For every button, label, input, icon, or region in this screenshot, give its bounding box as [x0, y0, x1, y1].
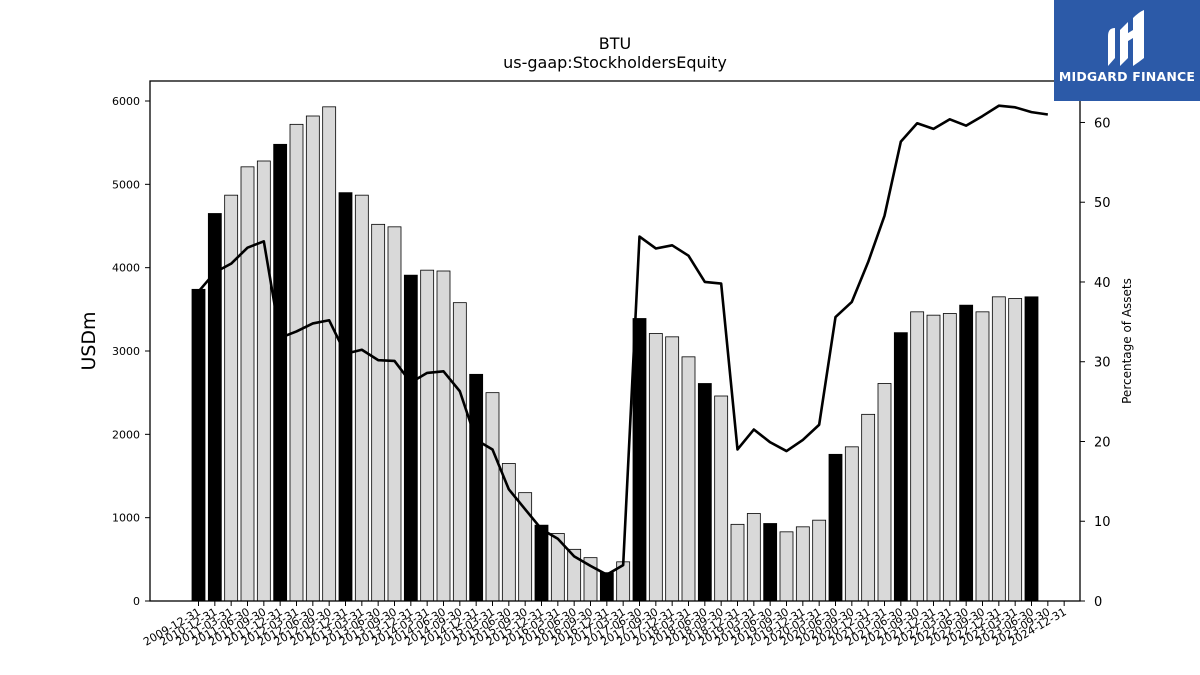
- bar-2017-06-30: [681, 356, 696, 602]
- bar-2018-09-30: [763, 523, 778, 602]
- bar-2022-06-30: [1008, 298, 1023, 602]
- y2-tick-label: 50: [1094, 196, 1111, 211]
- logo-text: MIDGARD FINANCE: [1058, 69, 1196, 84]
- bar-2020-06-30: [877, 383, 892, 602]
- bar-2021-12-31: [975, 311, 990, 602]
- bar-2014-06-30: [485, 392, 500, 602]
- y-tick-label: 4000: [112, 262, 140, 275]
- bar-2011-06-30: [289, 123, 304, 602]
- y2-tick-label: 10: [1094, 515, 1111, 530]
- midgard-finance-logo: MIDGARD FINANCE: [1054, 0, 1200, 101]
- bar-2014-03-31: [469, 373, 484, 602]
- bar-2014-09-30: [501, 463, 516, 602]
- percentage-of-assets-line: [197, 104, 1049, 576]
- y-tick-label: 5000: [112, 178, 140, 191]
- bar-2021-03-31: [926, 314, 941, 602]
- chart-subtitle: us-gaap:StockholdersEquity: [503, 53, 727, 72]
- bar-2010-09-30: [240, 166, 255, 602]
- bar-2013-12-31: [452, 302, 467, 602]
- bar-2019-03-31: [795, 526, 810, 602]
- bar-2017-09-30: [697, 383, 712, 602]
- plot-frame: [149, 80, 1081, 602]
- bar-2021-09-30: [959, 304, 974, 602]
- bar-2009-12-31: [191, 288, 206, 602]
- bar-2019-12-31: [844, 446, 859, 602]
- bar-2022-09-30: [1024, 296, 1039, 602]
- bar-2017-12-31: [714, 395, 729, 602]
- bar-2012-06-30: [354, 194, 369, 602]
- y-tick-label: 3000: [112, 345, 140, 358]
- bar-2012-09-30: [371, 223, 386, 602]
- bar-2018-12-31: [779, 531, 794, 602]
- y-axis-label: USDm: [78, 311, 100, 370]
- bar-2018-03-31: [730, 523, 745, 602]
- y2-tick-label: 30: [1094, 356, 1111, 371]
- y-tick-label: 6000: [112, 95, 140, 108]
- bar-2016-12-31: [648, 333, 663, 602]
- bar-2022-03-31: [991, 296, 1006, 602]
- bar-2016-03-31: [599, 572, 614, 602]
- y2-tick-label: 20: [1094, 435, 1111, 450]
- y-tick-label: 1000: [112, 512, 140, 525]
- bar-2013-09-30: [436, 270, 451, 602]
- bar-2010-12-31: [256, 160, 271, 602]
- bar-2013-06-30: [420, 269, 435, 602]
- bar-2016-09-30: [632, 318, 647, 602]
- bar-2011-12-31: [322, 106, 337, 602]
- bar-2018-06-30: [746, 513, 761, 602]
- bar-2020-03-31: [861, 413, 876, 602]
- logo-mark-icon: [1108, 10, 1144, 66]
- bar-2019-09-30: [828, 453, 843, 602]
- bar-2019-06-30: [812, 519, 827, 602]
- bar-2017-03-31: [665, 336, 680, 602]
- bar-2015-03-31: [534, 524, 549, 602]
- y-tick-label: 0: [133, 595, 140, 608]
- chart-title: BTU: [599, 34, 631, 53]
- bar-2010-06-30: [224, 194, 239, 602]
- bar-2020-09-30: [893, 332, 908, 602]
- y-tick-label: 2000: [112, 428, 140, 441]
- bar-2013-03-31: [403, 274, 418, 602]
- bar-2012-03-31: [338, 192, 353, 602]
- y2-axis-label: Percentage of Assets: [1120, 278, 1134, 404]
- bar-2020-12-31: [910, 311, 925, 602]
- bar-2011-09-30: [305, 115, 320, 602]
- y2-tick-label: 60: [1094, 116, 1111, 131]
- y2-tick-label: 40: [1094, 276, 1111, 291]
- bar-2021-06-30: [942, 313, 957, 602]
- bar-2012-12-31: [387, 226, 402, 602]
- bar-2011-03-31: [273, 143, 288, 602]
- y2-tick-label: 0: [1094, 595, 1102, 610]
